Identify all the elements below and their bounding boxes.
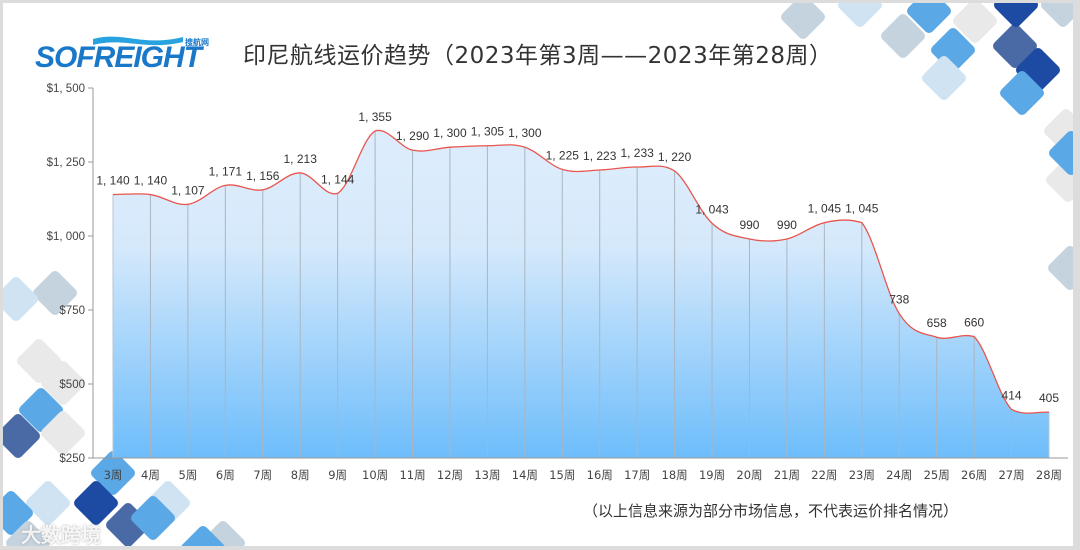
- diamond-tile: [3, 414, 40, 458]
- svg-text:SOFREIGHT: SOFREIGHT: [35, 41, 205, 74]
- diamond-tile: [881, 14, 925, 58]
- source-footnote: （以上信息来源为部分市场信息，不代表运价排名情况）: [583, 502, 959, 520]
- svg-text:搜航网: 搜航网: [185, 37, 209, 47]
- x-tick-label: 19周: [699, 468, 725, 482]
- data-label: 1, 290: [396, 129, 430, 143]
- x-tick-label: 18周: [662, 468, 688, 482]
- data-label: 660: [964, 316, 984, 330]
- diamond-tile: [1041, 3, 1073, 27]
- x-tick-label: 28周: [1036, 468, 1062, 482]
- data-label: 1, 233: [620, 146, 654, 160]
- x-tick-label: 4周: [141, 468, 160, 482]
- x-tick-label: 8周: [291, 468, 310, 482]
- x-tick-label: 16周: [587, 468, 613, 482]
- diamond-tile: [3, 491, 33, 535]
- data-label: 1, 355: [358, 110, 392, 124]
- diamond-tile: [1049, 131, 1073, 175]
- diamond-tile: [994, 3, 1038, 27]
- data-label: 1, 043: [695, 202, 729, 216]
- y-tick-label: $750: [59, 305, 85, 317]
- data-label: 405: [1039, 391, 1059, 405]
- diamond-tile: [3, 277, 38, 321]
- trend-line: [112, 129, 1050, 414]
- data-label: 1, 213: [284, 152, 318, 166]
- data-label: 414: [1002, 388, 1022, 402]
- y-tick-label: $1, 250: [47, 157, 85, 169]
- chart-title: 印尼航线运价趋势（2023年第3周——2023年第28周）: [243, 43, 833, 69]
- data-label: 1, 140: [96, 174, 130, 188]
- data-label: 1, 300: [508, 126, 542, 140]
- diamond-tile: [41, 411, 85, 455]
- diamond-tile: [91, 451, 135, 495]
- x-tick-label: 26周: [961, 468, 987, 482]
- data-label: 738: [889, 293, 909, 307]
- x-tick-label: 3周: [104, 468, 123, 482]
- data-label: 1, 171: [209, 164, 243, 178]
- data-label: 1, 300: [433, 126, 467, 140]
- x-tick-label: 27周: [998, 468, 1024, 482]
- decorative-tiles: [3, 3, 1073, 546]
- x-tick-label: 13周: [474, 468, 500, 482]
- diamond-tile: [41, 361, 85, 405]
- x-tick-label: 11周: [399, 468, 425, 482]
- chart-card: SOFREIGHT 搜航网 印尼航线运价趋势（2023年第3周——2023年第2…: [3, 3, 1073, 546]
- x-tick-label: 25周: [924, 468, 950, 482]
- data-label: 1, 045: [808, 202, 842, 216]
- diamond-tile: [922, 56, 966, 100]
- x-tick-label: 6周: [216, 468, 235, 482]
- x-tick-label: 14周: [512, 468, 538, 482]
- data-label: 1, 223: [583, 149, 617, 163]
- y-tick-label: $1, 500: [47, 83, 85, 95]
- diamond-tile: [201, 521, 245, 546]
- diamond-tile: [131, 496, 175, 540]
- x-tick-label: 12周: [437, 468, 463, 482]
- area-chart: $250 $500 $750 $1, 000 $1, 250 $1, 500 3周 4周 5周 6…: [47, 83, 1068, 482]
- x-tick-label: 7周: [253, 468, 272, 482]
- data-label: 1, 045: [845, 202, 879, 216]
- data-label: 1, 144: [321, 172, 355, 186]
- diamond-tile: [907, 3, 951, 33]
- sofreight-logo: SOFREIGHT 搜航网: [35, 36, 209, 74]
- diamond-tile: [181, 526, 225, 546]
- diamond-tile: [1046, 158, 1073, 202]
- x-tick-label: 20周: [736, 468, 762, 482]
- area-fill: [113, 130, 1049, 458]
- y-tick-label: $1, 000: [47, 231, 85, 243]
- diamond-tile: [993, 24, 1037, 68]
- diamond-tile: [6, 521, 50, 546]
- data-label: 990: [739, 218, 759, 232]
- data-label: 1, 156: [246, 169, 280, 183]
- x-tick-label: 21周: [774, 468, 800, 482]
- y-tick-label: $250: [59, 453, 85, 465]
- data-label: 1, 140: [134, 174, 168, 188]
- x-tick-label: 10周: [362, 468, 388, 482]
- diamond-tile: [74, 481, 118, 525]
- diamond-tile: [1048, 246, 1073, 290]
- x-tick-label: 23周: [849, 468, 875, 482]
- diamond-tile: [1000, 71, 1044, 115]
- data-label: 990: [777, 218, 797, 232]
- data-label: 1, 305: [471, 125, 505, 139]
- data-label: 658: [927, 316, 947, 330]
- watermark: 大数跨境: [21, 523, 101, 546]
- diamond-tile: [26, 481, 70, 525]
- diamond-tile: [781, 3, 825, 39]
- y-tick-label: $500: [59, 379, 85, 391]
- x-tick-label: 9周: [328, 468, 347, 482]
- diamond-tile: [953, 3, 997, 43]
- data-label: 1, 220: [658, 150, 692, 164]
- x-tick-label: 15周: [549, 468, 575, 482]
- diamond-tile: [838, 3, 882, 27]
- x-tick-label: 24周: [886, 468, 912, 482]
- x-tick-label: 5周: [178, 468, 197, 482]
- x-tick-label: 17周: [624, 468, 650, 482]
- diamond-tile: [1044, 109, 1073, 153]
- diamond-tile: [33, 271, 77, 315]
- x-tick-label: 22周: [811, 468, 837, 482]
- data-label: 1, 107: [171, 183, 205, 197]
- data-label: 1, 225: [546, 148, 580, 162]
